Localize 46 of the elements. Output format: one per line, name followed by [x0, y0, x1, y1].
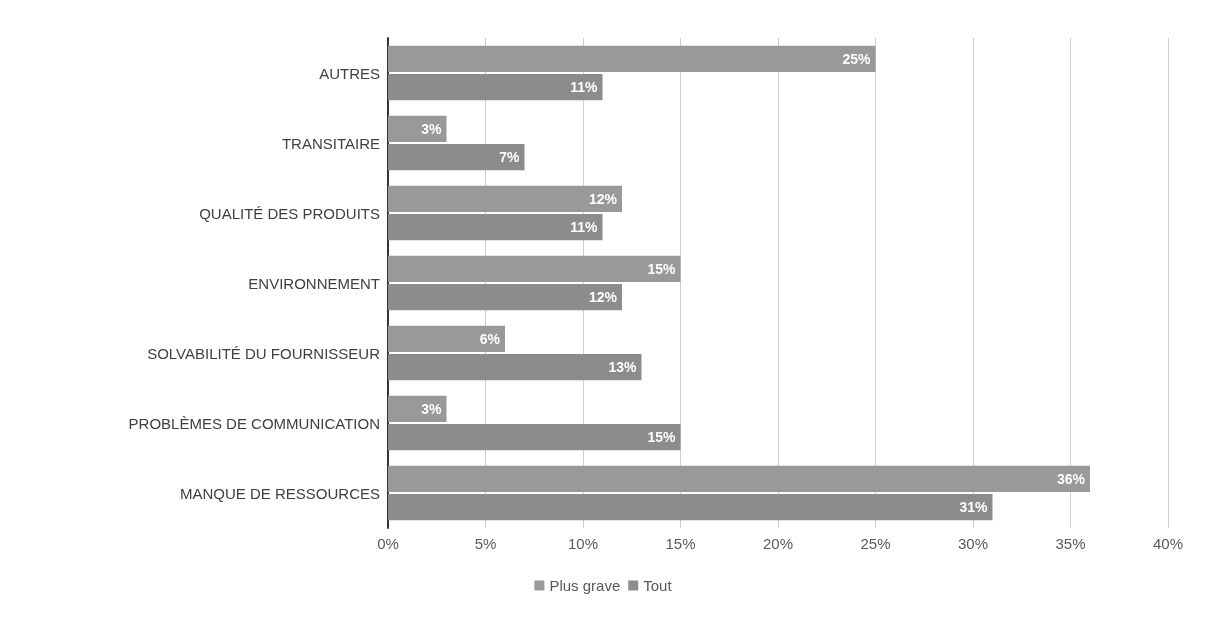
data-label: 12%: [588, 289, 618, 306]
bar: [388, 284, 622, 311]
x-tick-label: 20%: [762, 535, 794, 552]
data-label: 11%: [570, 219, 599, 236]
x-tick-label: 10%: [567, 535, 599, 552]
bar: [388, 214, 603, 241]
data-label: 31%: [959, 499, 989, 516]
y-tick-label: AUTRES: [319, 64, 380, 82]
x-tick-label: 5%: [474, 535, 497, 552]
data-label: 12%: [588, 190, 618, 207]
data-label: 3%: [421, 400, 443, 417]
x-tick-label: 40%: [1152, 535, 1184, 552]
legend-label: Plus grave: [549, 577, 621, 594]
bar: [388, 185, 622, 212]
data-label: 15%: [647, 429, 677, 446]
y-tick-label: ENVIRONNEMENT: [248, 274, 380, 292]
y-tick-label: SOLVABILITÉ DU FOURNISSEUR: [147, 344, 381, 362]
bar: [388, 465, 1090, 492]
x-tick-label: 35%: [1055, 535, 1086, 552]
data-label: 7%: [499, 149, 521, 166]
data-label: 36%: [1056, 470, 1086, 487]
data-label: 3%: [421, 120, 443, 137]
x-tick-label: 30%: [957, 535, 989, 552]
bar: [388, 354, 642, 381]
bar: [388, 325, 505, 352]
y-tick-label: MANQUE DE RESSOURCES: [179, 484, 380, 502]
bar: [388, 74, 603, 101]
legend-label: Tout: [643, 577, 673, 594]
data-label: 15%: [647, 260, 677, 277]
bar: [388, 115, 447, 142]
data-label: 13%: [608, 359, 638, 376]
bar: [388, 395, 447, 422]
data-label: 6%: [479, 330, 501, 347]
y-tick-label: TRANSITAIRE: [281, 134, 380, 152]
x-tick-label: 25%: [860, 535, 891, 552]
x-tick-label: 0%: [377, 535, 399, 552]
bar: [388, 494, 993, 521]
data-label: 25%: [842, 50, 872, 67]
x-tick-label: 15%: [665, 535, 696, 552]
bar: [388, 144, 525, 171]
y-tick-label: PROBLÈMES DE COMMUNICATION: [128, 414, 380, 432]
bar: [388, 255, 681, 282]
data-label: 11%: [570, 79, 599, 96]
bar: [388, 424, 681, 451]
bar: [388, 45, 876, 72]
y-tick-label: QUALITÉ DES PRODUITS: [199, 204, 380, 222]
